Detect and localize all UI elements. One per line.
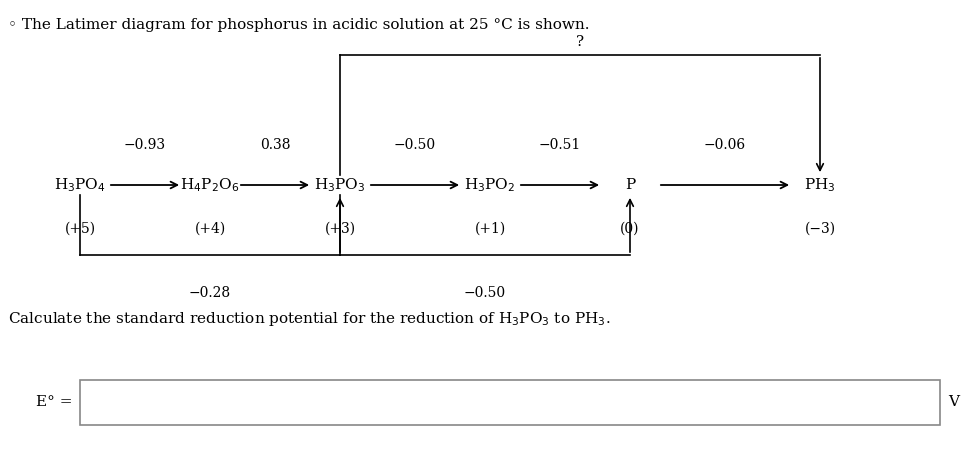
Text: −0.06: −0.06 (704, 138, 747, 152)
Text: H$_3$PO$_4$: H$_3$PO$_4$ (54, 176, 105, 194)
Text: (+5): (+5) (65, 222, 96, 236)
Text: H$_3$PO$_2$: H$_3$PO$_2$ (464, 176, 515, 194)
Text: ◦ The Latimer diagram for phosphorus in acidic solution at 25 °C is shown.: ◦ The Latimer diagram for phosphorus in … (8, 18, 590, 32)
Text: P: P (625, 178, 635, 192)
Text: (+4): (+4) (194, 222, 225, 236)
Text: (0): (0) (620, 222, 640, 236)
Text: H$_3$PO$_3$: H$_3$PO$_3$ (314, 176, 366, 194)
Text: 0.38: 0.38 (260, 138, 290, 152)
Text: −0.50: −0.50 (464, 286, 506, 300)
Text: −0.50: −0.50 (394, 138, 436, 152)
Text: ?: ? (576, 35, 584, 49)
Text: V: V (948, 396, 959, 410)
Text: −0.28: −0.28 (189, 286, 231, 300)
Text: (−3): (−3) (805, 222, 835, 236)
Text: E° =: E° = (36, 396, 72, 410)
Text: (+1): (+1) (475, 222, 506, 236)
Text: Calculate the standard reduction potential for the reduction of H$_3$PO$_3$ to P: Calculate the standard reduction potenti… (8, 310, 610, 328)
Text: (+3): (+3) (325, 222, 356, 236)
Text: −0.93: −0.93 (124, 138, 166, 152)
Text: −0.51: −0.51 (539, 138, 581, 152)
Text: PH$_3$: PH$_3$ (805, 176, 835, 194)
FancyBboxPatch shape (80, 380, 940, 425)
Text: H$_4$P$_2$O$_6$: H$_4$P$_2$O$_6$ (181, 176, 240, 194)
